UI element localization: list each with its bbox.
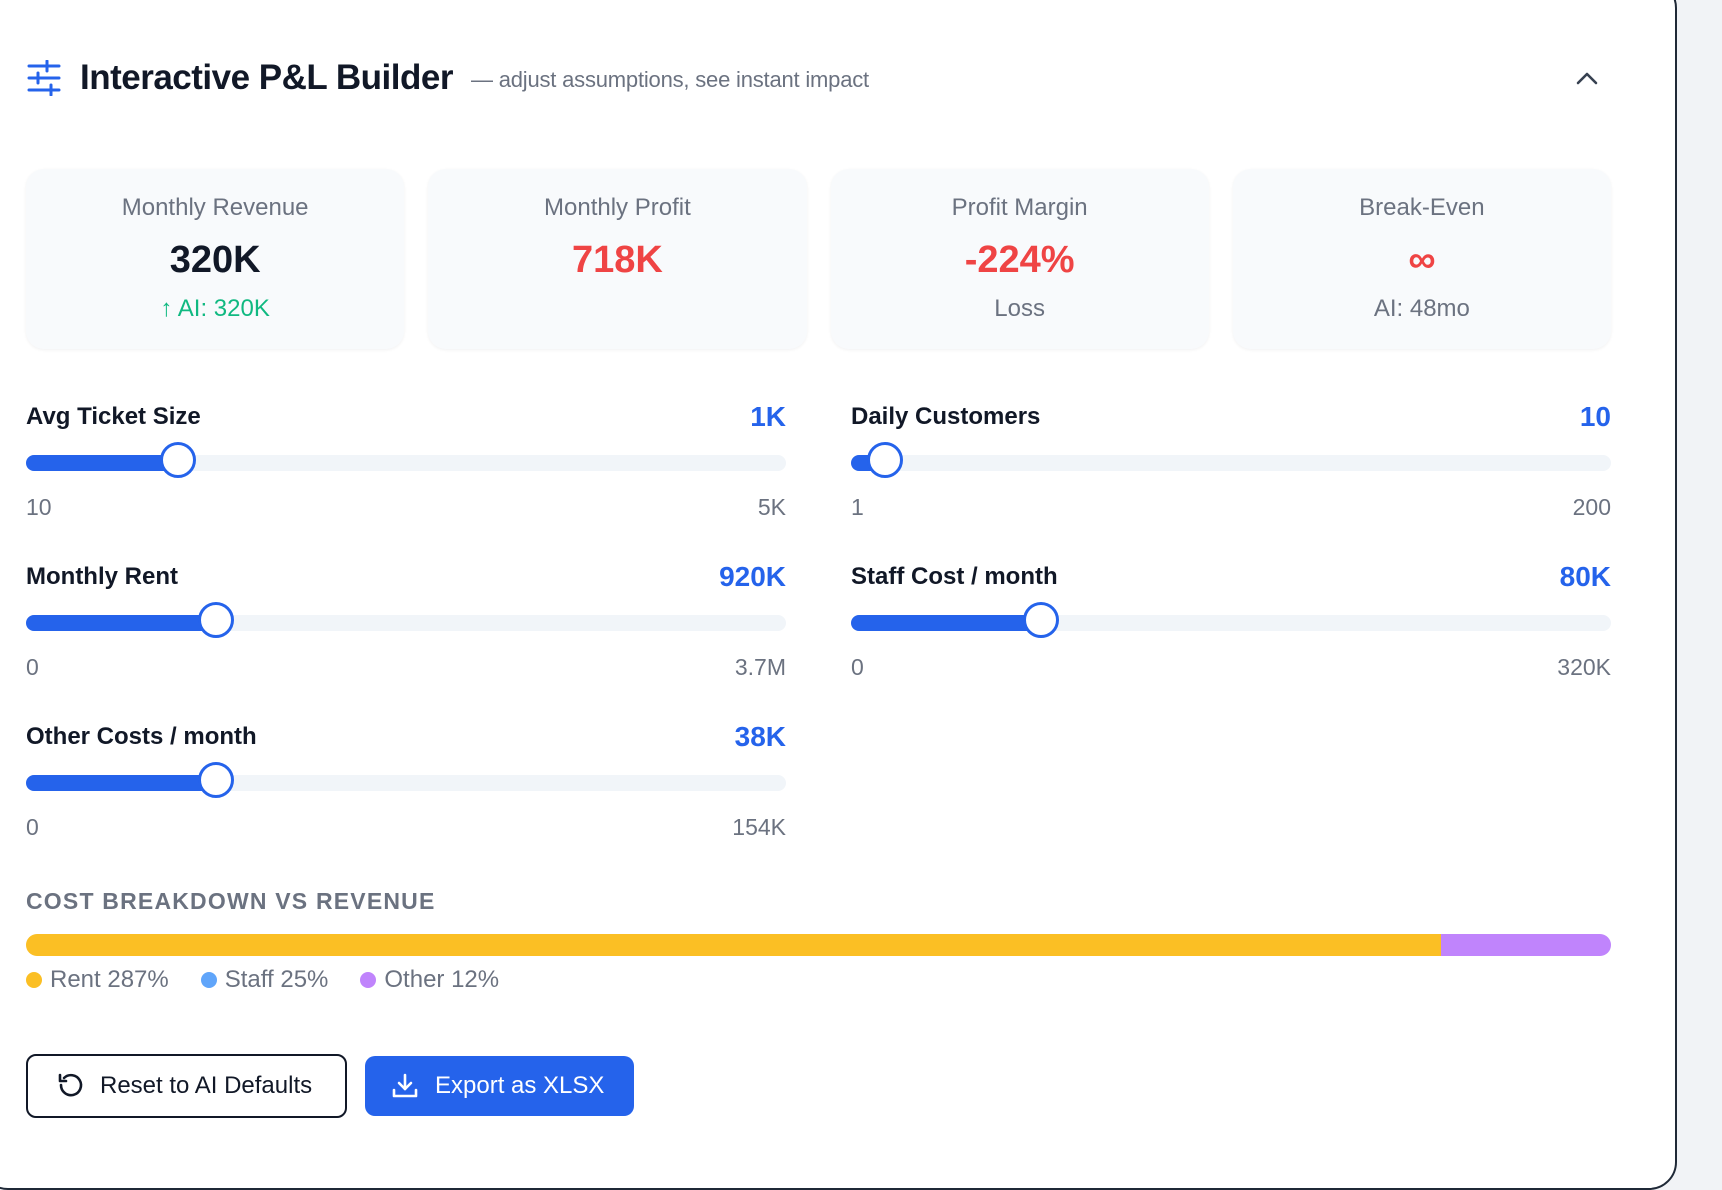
slider-track[interactable] bbox=[26, 442, 786, 478]
cost-breakdown-bar bbox=[26, 934, 1611, 956]
export-button-label: Export as XLSX bbox=[435, 1072, 605, 1099]
kpi-card-profit-margin: Profit Margin -224% Loss bbox=[830, 169, 1209, 349]
kpi-value: -224% bbox=[964, 239, 1075, 281]
slider-value: 920K bbox=[719, 561, 786, 592]
slider-fill bbox=[26, 615, 216, 631]
slider-thumb[interactable] bbox=[1023, 602, 1059, 638]
slider-thumb[interactable] bbox=[198, 602, 234, 638]
slider-daily-customers: Daily Customers 10 1 200 bbox=[851, 401, 1611, 523]
breakdown-segment-other bbox=[1441, 934, 1611, 956]
kpi-ai-comparison: AI: 48mo bbox=[1373, 295, 1470, 322]
slider-label: Staff Cost / month bbox=[851, 563, 1058, 590]
download-icon bbox=[389, 1070, 421, 1102]
slider-value: 10 bbox=[1579, 401, 1611, 432]
kpi-value: 718K bbox=[571, 239, 663, 281]
reset-to-ai-defaults-button[interactable]: Reset to AI Defaults bbox=[26, 1054, 347, 1118]
legend-label: Rent 287% bbox=[50, 966, 169, 993]
slider-label: Other Costs / month bbox=[26, 723, 257, 750]
legend-label: Staff 25% bbox=[224, 966, 329, 993]
chevron-up-icon bbox=[1576, 72, 1598, 85]
kpi-card-monthly-revenue: Monthly Revenue 320K ↑ AI: 320K bbox=[26, 169, 405, 349]
slider-value: 80K bbox=[1559, 561, 1611, 592]
legend-item-rent: Rent 287% bbox=[26, 966, 169, 994]
slider-label: Monthly Rent bbox=[26, 563, 178, 590]
slider-min: 0 bbox=[26, 814, 39, 840]
export-xlsx-button[interactable]: Export as XLSX bbox=[365, 1056, 634, 1116]
slider-label: Avg Ticket Size bbox=[26, 403, 201, 430]
kpi-card-monthly-profit: Monthly Profit 718K bbox=[428, 169, 807, 349]
slider-avg-ticket-size: Avg Ticket Size 1K 10 5K bbox=[26, 401, 786, 523]
collapse-button[interactable] bbox=[1567, 58, 1607, 98]
slider-max: 154K bbox=[732, 814, 786, 840]
slider-track[interactable] bbox=[26, 602, 786, 638]
pl-builder-panel: Interactive P&L Builder — adjust assumpt… bbox=[0, 0, 1677, 1190]
kpi-ai-comparison: ↑ AI: 320K bbox=[160, 295, 270, 322]
slider-track[interactable] bbox=[851, 442, 1611, 478]
slider-thumb[interactable] bbox=[160, 442, 196, 478]
reset-icon bbox=[54, 1070, 86, 1102]
breakdown-segment-rent bbox=[26, 934, 1442, 956]
page-title: Interactive P&L Builder bbox=[80, 58, 453, 97]
kpi-value: 320K bbox=[169, 239, 261, 281]
slider-min: 1 bbox=[851, 494, 864, 520]
kpi-label: Break-Even bbox=[1359, 194, 1485, 221]
legend-item-other: Other 12% bbox=[360, 966, 499, 994]
legend-dot bbox=[200, 972, 217, 988]
slider-track[interactable] bbox=[851, 602, 1611, 638]
slider-fill bbox=[26, 455, 178, 471]
slider-min: 10 bbox=[26, 494, 52, 520]
legend-dot bbox=[360, 972, 377, 988]
slider-value: 38K bbox=[734, 721, 786, 752]
kpi-value: ∞ bbox=[1408, 239, 1436, 281]
slider-min: 0 bbox=[26, 654, 39, 680]
kpi-label: Monthly Revenue bbox=[121, 194, 309, 221]
kpi-card-break-even: Break-Even ∞ AI: 48mo bbox=[1232, 169, 1611, 349]
slider-fill bbox=[851, 615, 1041, 631]
slider-thumb[interactable] bbox=[198, 762, 234, 798]
slider-fill bbox=[26, 775, 216, 791]
page-subtitle: — adjust assumptions, see instant impact bbox=[470, 67, 869, 92]
slider-monthly-rent: Monthly Rent 920K 0 3.7M bbox=[26, 561, 786, 683]
panel-header: Interactive P&L Builder — adjust assumpt… bbox=[26, 54, 1611, 102]
slider-max: 200 bbox=[1572, 494, 1611, 520]
slider-min: 0 bbox=[851, 654, 864, 680]
slider-staff-cost: Staff Cost / month 80K 0 320K bbox=[851, 561, 1611, 683]
breakdown-legend: Rent 287% Staff 25% Other 12% bbox=[26, 966, 499, 994]
slider-label: Daily Customers bbox=[851, 403, 1041, 430]
slider-max: 320K bbox=[1557, 654, 1611, 680]
reset-button-label: Reset to AI Defaults bbox=[100, 1072, 313, 1099]
kpi-label: Monthly Profit bbox=[544, 194, 691, 221]
slider-other-costs: Other Costs / month 38K 0 154K bbox=[26, 721, 786, 843]
legend-item-staff: Staff 25% bbox=[200, 966, 329, 994]
kpi-cards: Monthly Revenue 320K ↑ AI: 320K Monthly … bbox=[26, 169, 1611, 349]
breakdown-title: COST BREAKDOWN VS REVENUE bbox=[26, 888, 436, 914]
slider-value: 1K bbox=[750, 401, 786, 432]
legend-label: Other 12% bbox=[384, 966, 500, 993]
legend-dot bbox=[26, 972, 42, 988]
kpi-label: Profit Margin bbox=[951, 194, 1088, 221]
kpi-status: Loss bbox=[994, 295, 1045, 322]
slider-track[interactable] bbox=[26, 762, 786, 798]
slider-thumb[interactable] bbox=[867, 442, 904, 478]
sliders-icon bbox=[26, 58, 62, 98]
slider-max: 3.7M bbox=[734, 654, 786, 680]
slider-max: 5K bbox=[757, 494, 786, 520]
